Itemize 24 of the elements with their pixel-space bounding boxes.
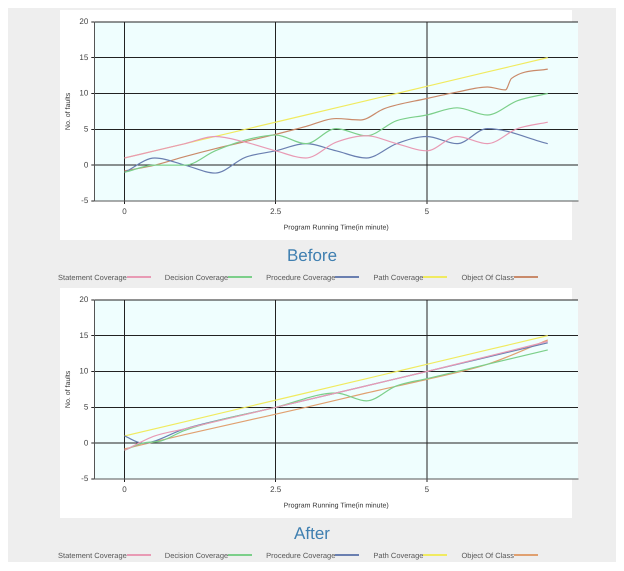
line-series	[124, 122, 548, 159]
y-tick-label: 5	[84, 402, 89, 412]
text: Before	[286, 246, 338, 266]
y-tick-label: 20	[79, 17, 89, 26]
x-tick-label: 5	[424, 485, 430, 494]
y-tick-label: -5	[81, 196, 89, 206]
y-tick-label: 20	[79, 295, 89, 304]
y-tick-label: 15	[79, 52, 89, 62]
line-series	[124, 92, 548, 173]
text: After	[293, 524, 331, 544]
x-tick-label: 2.5	[270, 207, 282, 216]
line-series	[124, 128, 548, 174]
y-tick-label: 5	[84, 124, 89, 134]
y-tick-label: 10	[79, 88, 89, 98]
x-tick-label: 0	[122, 207, 128, 216]
line-series	[124, 68, 548, 172]
x-tick-label: 0	[122, 485, 128, 494]
x-tick-label: 5	[424, 207, 430, 216]
x-tick-label: 2.5	[270, 485, 282, 494]
y-tick-label: 0	[84, 438, 89, 448]
y-tick-label: -5	[81, 474, 89, 484]
y-tick-label: 0	[84, 160, 89, 170]
y-tick-label: 15	[79, 330, 89, 340]
y-tick-label: 10	[79, 366, 89, 376]
